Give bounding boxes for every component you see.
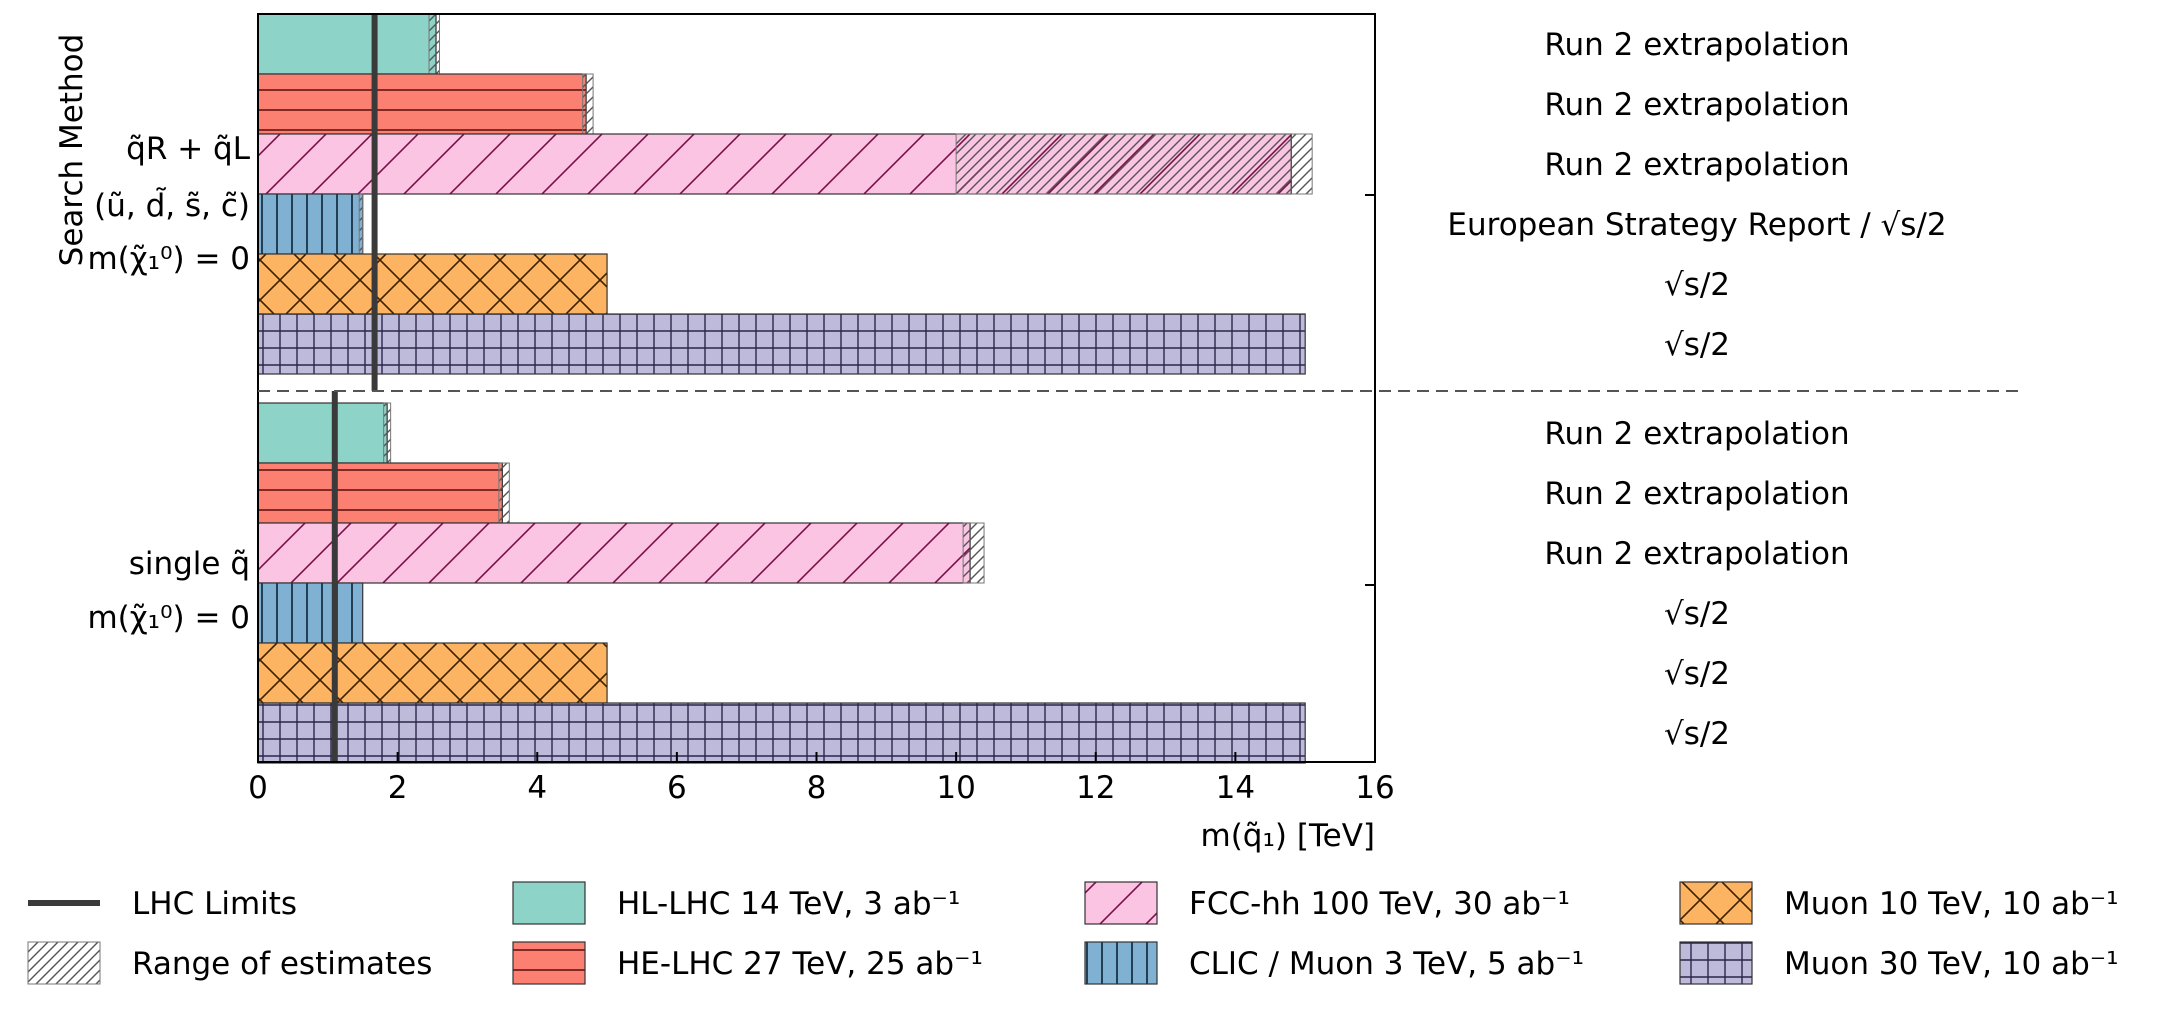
bar-hl-0	[258, 14, 437, 74]
note-label: √s/2	[1664, 596, 1730, 632]
range-fcc-1	[962, 522, 985, 584]
x-tick-label: 0	[248, 770, 268, 806]
bar-hatch-mu30-1	[258, 703, 1306, 763]
legend-swatch-outline-he	[512, 941, 586, 985]
note-label: √s/2	[1664, 656, 1730, 692]
legend-swatch-hatch-fcc	[1085, 882, 1157, 924]
bar-hatch-he-1	[258, 463, 503, 523]
x-tick-label: 10	[936, 770, 975, 806]
x-tick-label: 16	[1355, 770, 1394, 806]
legend-swatch-hatch-clic	[1085, 942, 1157, 984]
legend-swatch-hatch-he	[513, 942, 585, 984]
note-label: European Strategy Report / √s/2	[1447, 207, 1946, 243]
note-label: Run 2 extrapolation	[1544, 147, 1849, 183]
note-label: Run 2 extrapolation	[1544, 87, 1849, 123]
legend-label-clic: CLIC / Muon 3 TeV, 5 ab⁻¹	[1189, 946, 1584, 982]
bar-hatch-mu10-1	[258, 643, 608, 703]
legend-label-mu30: Muon 30 TeV, 10 ab⁻¹	[1784, 946, 2119, 982]
x-axis-label: m(q̃₁) [TeV]	[1201, 818, 1375, 854]
group-label-line: single q̃	[129, 546, 250, 582]
group-label-line: m(χ̃₁⁰) = 0	[87, 600, 250, 636]
note-label: √s/2	[1664, 716, 1730, 752]
range-he-1	[498, 462, 510, 524]
bar-hatch-clic-1	[258, 583, 363, 643]
x-tick-label: 2	[388, 770, 408, 806]
group-label-line: (ũ, d̃, s̃, c̃)	[94, 188, 250, 224]
legend-swatch-outline-clic	[1084, 941, 1158, 985]
legend-swatch-outline-fcc	[1084, 881, 1158, 925]
legend-swatch-hatch-mu10	[1680, 882, 1752, 924]
bar-hatch-he-0	[258, 74, 587, 134]
x-tick-label: 4	[527, 770, 547, 806]
note-label: Run 2 extrapolation	[1544, 416, 1849, 452]
legend-swatch-range	[27, 941, 101, 985]
bar-hl-1	[258, 403, 388, 463]
group-label-line: q̃R + q̃L	[126, 131, 251, 167]
range-hl-1	[383, 402, 392, 464]
range-clic-0	[358, 193, 364, 255]
bar-hatch-clic-0	[258, 194, 363, 254]
legend-swatch-outline-mu30	[1679, 941, 1753, 985]
note-label: √s/2	[1664, 327, 1730, 363]
legend-swatch-hl	[513, 882, 585, 924]
legend-label-mu10: Muon 10 TeV, 10 ab⁻¹	[1784, 886, 2119, 922]
legend-swatch-outline-hl	[512, 881, 586, 925]
legend-swatch-outline-mu10	[1679, 881, 1753, 925]
y-axis-label: Search Method	[54, 34, 90, 267]
legend-label-fcc: FCC-hh 100 TeV, 30 ab⁻¹	[1189, 886, 1570, 922]
range-hl-0	[428, 13, 441, 75]
bar-hatch-fcc-1	[258, 523, 971, 583]
note-label: Run 2 extrapolation	[1544, 27, 1849, 63]
legend-label-he: HE-LHC 27 TeV, 25 ab⁻¹	[617, 946, 983, 982]
legend-label-range: Range of estimates	[132, 946, 432, 982]
x-tick-label: 6	[667, 770, 687, 806]
legend-swatch-hatch-mu30	[1680, 942, 1752, 984]
bar-hatch-mu30-0	[258, 314, 1306, 374]
note-label: √s/2	[1664, 267, 1730, 303]
x-tick-label: 8	[807, 770, 827, 806]
note-label: Run 2 extrapolation	[1544, 536, 1849, 572]
range-fcc-0	[955, 133, 1313, 195]
legend-label-lhc: LHC Limits	[132, 886, 297, 922]
x-tick-label: 14	[1216, 770, 1255, 806]
bar-hatch-mu10-0	[258, 254, 608, 314]
x-tick-label: 12	[1076, 770, 1115, 806]
legend-label-hl: HL-LHC 14 TeV, 3 ab⁻¹	[617, 886, 960, 922]
note-label: Run 2 extrapolation	[1544, 476, 1849, 512]
group-label-line: m(χ̃₁⁰) = 0	[87, 241, 250, 277]
range-he-0	[582, 73, 594, 135]
